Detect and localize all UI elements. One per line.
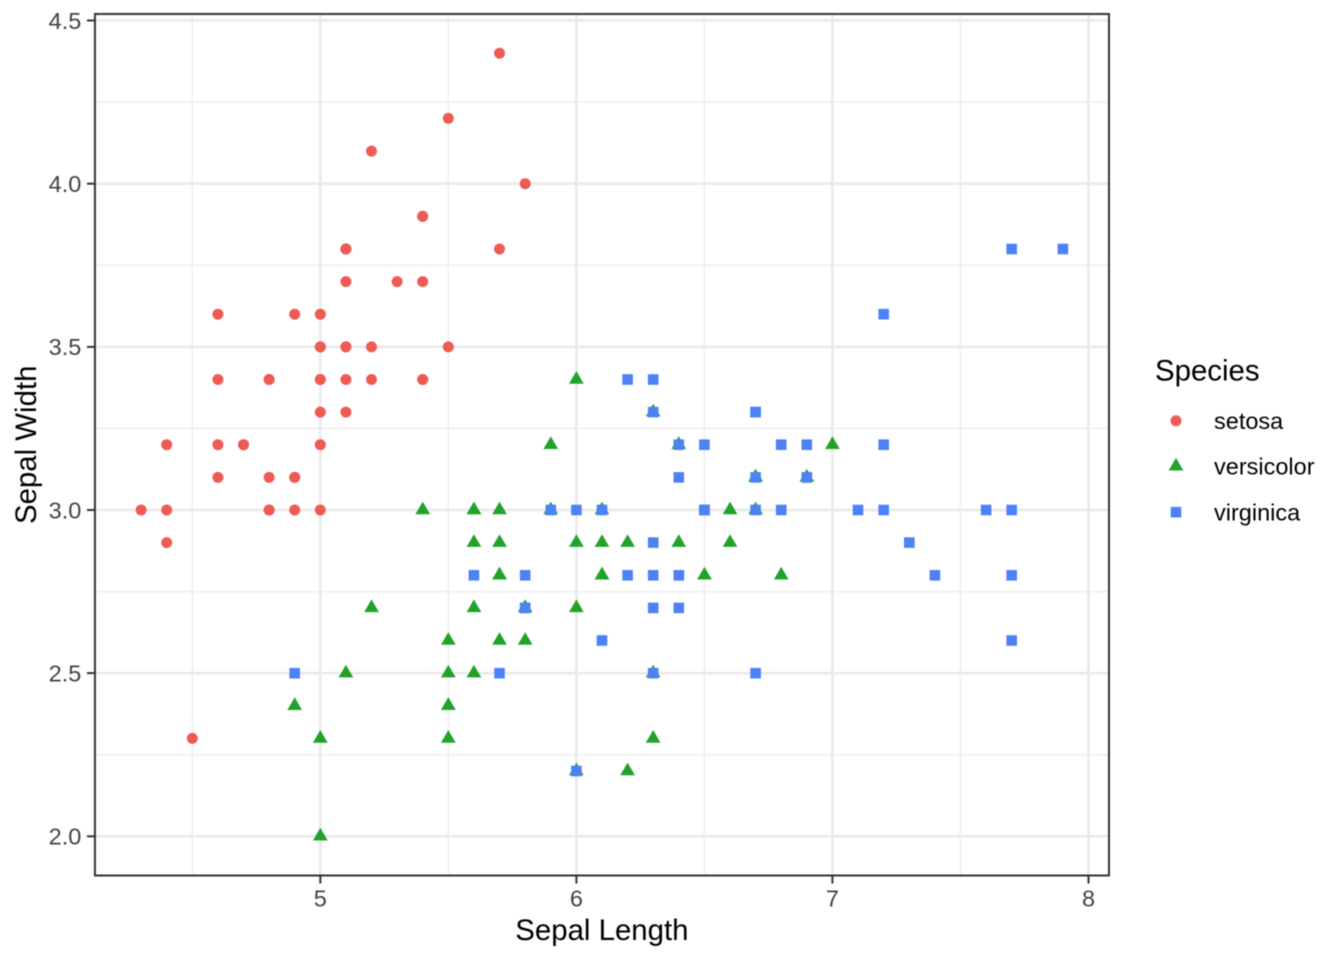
svg-text:6: 6 xyxy=(570,886,583,912)
svg-text:versicolor: versicolor xyxy=(1214,454,1315,480)
svg-text:2.5: 2.5 xyxy=(49,661,82,687)
svg-text:virginica: virginica xyxy=(1214,500,1301,526)
svg-text:Sepal Length: Sepal Length xyxy=(515,914,688,947)
svg-text:Species: Species xyxy=(1155,355,1260,388)
svg-text:Sepal Width: Sepal Width xyxy=(10,366,43,524)
svg-text:5: 5 xyxy=(314,886,327,912)
svg-text:setosa: setosa xyxy=(1214,408,1284,434)
svg-text:3.5: 3.5 xyxy=(49,334,82,360)
svg-text:3.0: 3.0 xyxy=(49,497,82,523)
svg-text:7: 7 xyxy=(826,886,839,912)
svg-text:4.0: 4.0 xyxy=(49,171,82,197)
svg-text:2.0: 2.0 xyxy=(49,824,82,850)
svg-text:8: 8 xyxy=(1082,886,1095,912)
svg-text:4.5: 4.5 xyxy=(49,8,82,34)
